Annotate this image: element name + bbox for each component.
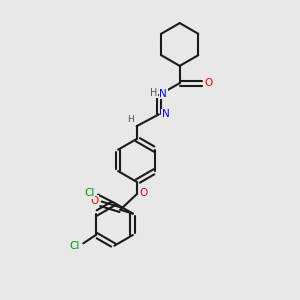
Text: N: N [160,88,167,98]
Text: O: O [90,196,98,206]
Text: N: N [162,109,169,119]
Text: Cl: Cl [70,241,80,251]
Text: O: O [139,188,147,198]
Text: H: H [127,115,134,124]
Text: Cl: Cl [84,188,94,198]
Text: O: O [204,78,213,88]
Text: H: H [150,88,157,98]
